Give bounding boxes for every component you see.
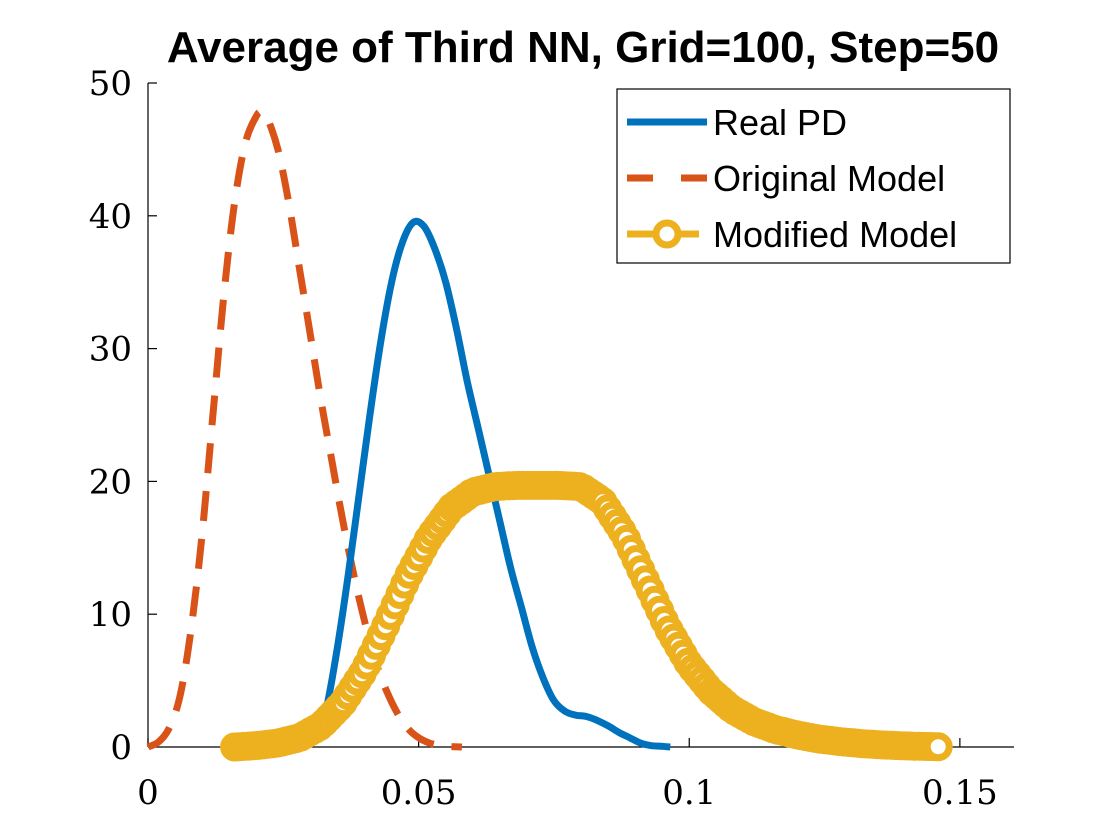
y-tick-label: 10 [89, 595, 132, 635]
legend-label: Real PD [713, 102, 847, 143]
series-point [923, 732, 953, 762]
series-modified-model [220, 470, 953, 762]
legend-entry-original-model: Original Model [627, 158, 945, 199]
legend: Real PD Original Model Modified Model [616, 88, 1011, 264]
y-tick-label: 40 [89, 197, 132, 237]
y-tick-label: 20 [89, 462, 132, 502]
legend-label: Original Model [713, 158, 945, 199]
x-tick-label: 0.05 [381, 773, 457, 813]
legend-entry-modified-model: Modified Model [627, 214, 957, 255]
legend-label: Modified Model [713, 214, 957, 255]
legend-marker [652, 219, 682, 249]
axes: 0 0.05 0.1 0.15 0 10 20 30 40 50 [89, 64, 1014, 813]
plot-lines [146, 108, 953, 762]
series-original-model [146, 108, 463, 751]
y-tick-label: 50 [89, 64, 132, 104]
legend-entry-real-pd: Real PD [627, 102, 847, 143]
x-tick-label: 0.1 [662, 773, 716, 813]
x-tick-label: 0 [137, 773, 159, 813]
y-tick-label: 0 [110, 728, 132, 768]
y-tick-label: 30 [89, 330, 132, 370]
chart-title: Average of Third NN, Grid=100, Step=50 [167, 23, 999, 72]
series-line [146, 108, 463, 751]
x-tick-label: 0.15 [922, 773, 998, 813]
